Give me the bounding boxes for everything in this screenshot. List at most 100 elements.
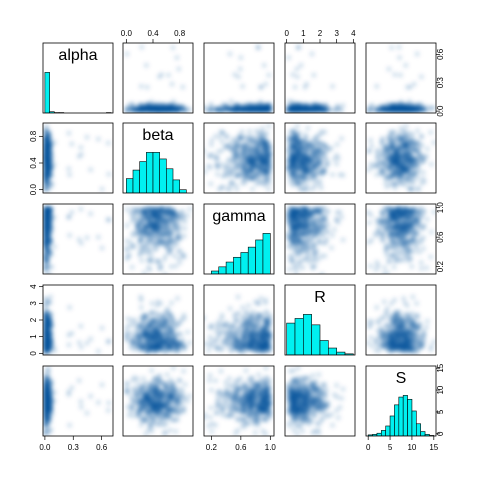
sample-point — [263, 81, 269, 87]
sample-point — [250, 139, 255, 145]
sample-point — [285, 148, 290, 153]
sample-point — [220, 162, 225, 167]
sample-point — [379, 141, 385, 147]
histogram-bar — [44, 72, 50, 113]
sample-point — [204, 169, 208, 175]
sample-point — [317, 181, 323, 187]
sample-point — [288, 154, 294, 159]
sample-point — [415, 170, 420, 176]
panel-frame — [122, 42, 194, 114]
sample-point — [396, 44, 402, 50]
sample-point — [154, 246, 160, 252]
sample-point — [233, 182, 238, 188]
density-beta-vs-S — [366, 124, 436, 192]
sample-point — [208, 181, 214, 187]
density-gamma-vs-alpha — [43, 205, 112, 281]
sample-point — [308, 161, 313, 166]
sample-point — [176, 66, 182, 72]
panel-gamma-vs-alpha — [42, 203, 114, 281]
sample-point — [170, 45, 176, 51]
sample-point — [76, 237, 82, 242]
sample-point — [216, 186, 222, 192]
sample-point — [416, 157, 422, 163]
panel-alpha-vs-beta — [122, 42, 194, 114]
sample-point — [431, 140, 436, 145]
sample-point — [304, 163, 310, 169]
sample-point — [322, 108, 327, 113]
sample-point — [243, 166, 248, 172]
sample-point — [243, 135, 248, 140]
sample-point — [312, 180, 318, 186]
sample-point — [124, 248, 130, 253]
sample-point — [391, 129, 397, 134]
sample-point — [213, 155, 218, 161]
sample-point — [171, 223, 177, 228]
panel-frame — [122, 122, 194, 194]
sample-point — [305, 126, 311, 131]
sample-point — [209, 137, 215, 143]
sample-point — [339, 108, 344, 113]
sample-point — [249, 176, 254, 182]
sample-point — [224, 135, 229, 140]
sample-point — [197, 104, 202, 109]
sample-point — [390, 139, 395, 144]
sample-point — [67, 172, 72, 178]
sample-point — [300, 161, 305, 167]
sample-point — [245, 172, 251, 177]
sample-point — [339, 136, 344, 141]
sample-point — [166, 234, 172, 240]
sample-point — [415, 128, 420, 134]
sample-point — [46, 158, 52, 163]
sample-point — [227, 106, 233, 112]
sample-point — [219, 139, 225, 145]
sample-point — [138, 237, 143, 243]
histogram-bar — [139, 161, 147, 193]
sample-point — [48, 180, 54, 186]
sample-point — [332, 156, 337, 162]
sample-point — [368, 161, 374, 167]
sample-point — [299, 173, 305, 179]
sample-point — [204, 104, 206, 110]
sample-point — [79, 152, 84, 157]
density-beta-vs-gamma — [204, 124, 273, 192]
sample-point — [146, 276, 151, 281]
sample-point — [330, 84, 335, 89]
sample-point — [383, 144, 389, 150]
sample-point — [46, 148, 52, 153]
sample-point — [411, 180, 416, 186]
sample-point — [84, 134, 90, 140]
sample-point — [130, 206, 136, 211]
sample-point — [406, 158, 412, 163]
sample-point — [257, 108, 263, 113]
sample-point — [317, 178, 323, 184]
sample-point — [241, 104, 247, 110]
sample-point — [403, 182, 409, 188]
sample-point — [406, 135, 412, 140]
sample-point — [171, 106, 176, 112]
sample-point — [48, 252, 54, 258]
sample-point — [249, 108, 254, 113]
sample-point — [390, 107, 396, 113]
sample-point — [314, 162, 319, 168]
sample-point — [374, 84, 380, 89]
sample-point — [259, 130, 264, 136]
sample-point — [387, 146, 393, 152]
sample-point — [315, 170, 321, 176]
sample-point — [394, 170, 400, 176]
sample-point — [46, 222, 52, 227]
sample-point — [294, 124, 300, 129]
sample-point — [148, 108, 154, 113]
sample-point — [88, 211, 93, 217]
sample-point — [419, 74, 424, 80]
sample-point — [304, 81, 309, 87]
sample-point — [49, 276, 54, 281]
panel-beta-vs-R — [284, 122, 356, 194]
sample-point — [243, 141, 249, 146]
sample-point — [262, 106, 267, 112]
sample-point — [386, 139, 391, 144]
sample-point — [319, 129, 324, 134]
sample-point — [156, 107, 162, 113]
sample-point — [176, 249, 181, 254]
sample-point — [286, 55, 292, 60]
sample-point — [403, 144, 409, 149]
